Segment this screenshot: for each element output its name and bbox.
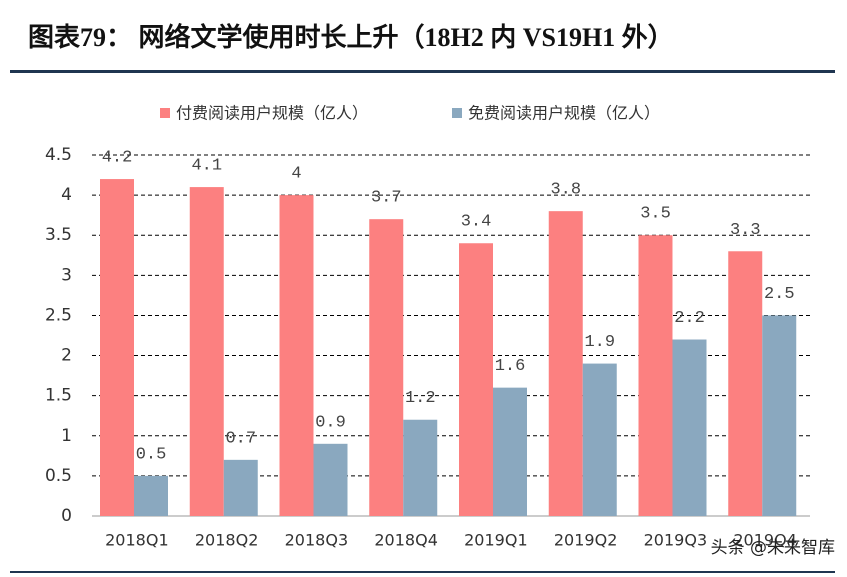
value-label: 4.1 xyxy=(191,157,222,176)
x-tick-label: 2018Q2 xyxy=(195,531,259,550)
value-label: 2.2 xyxy=(674,309,705,328)
watermark: 头条 @未来智库 xyxy=(711,538,835,558)
bar xyxy=(762,315,797,516)
x-tick-label: 2019Q3 xyxy=(644,531,708,550)
y-tick-label: 0.5 xyxy=(45,466,72,486)
value-label: 2.5 xyxy=(764,285,795,304)
bar xyxy=(638,235,673,516)
bar xyxy=(459,243,493,516)
legend-swatch xyxy=(160,108,170,118)
value-label: 3.4 xyxy=(461,213,492,232)
value-label: 4 xyxy=(291,165,301,184)
bar xyxy=(189,187,224,517)
bar xyxy=(672,339,707,516)
bar xyxy=(548,211,583,516)
value-label: 1.2 xyxy=(405,389,436,408)
x-tick-label: 2019Q2 xyxy=(554,531,618,550)
x-tick-label: 2018Q3 xyxy=(285,531,349,550)
bar xyxy=(134,475,168,516)
x-tick-label: 2019Q4 xyxy=(733,531,797,550)
bar xyxy=(582,363,617,516)
bar xyxy=(369,219,404,516)
x-tick-label: 2018Q1 xyxy=(105,531,169,550)
value-label: 0.9 xyxy=(315,413,346,432)
bar xyxy=(403,419,438,516)
value-label: 3.3 xyxy=(730,221,761,240)
value-label: 3.7 xyxy=(371,189,402,208)
value-label: 0.5 xyxy=(136,445,167,464)
value-label: 3.5 xyxy=(640,205,671,224)
y-tick-label: 3.5 xyxy=(45,225,72,245)
y-tick-label: 2 xyxy=(61,346,72,366)
bar xyxy=(728,251,763,516)
value-label: 3.8 xyxy=(550,181,581,200)
bar xyxy=(493,387,527,516)
y-tick-label: 1 xyxy=(61,426,72,446)
x-tick-label: 2018Q4 xyxy=(374,531,438,550)
title-rule xyxy=(10,70,835,73)
legend-swatch xyxy=(452,108,462,118)
legend-label: 免费阅读用户规模（亿人） xyxy=(468,104,660,123)
bar xyxy=(313,443,348,516)
y-tick-label: 0 xyxy=(61,506,72,526)
value-label: 1.9 xyxy=(584,333,615,352)
legend-label: 付费阅读用户规模（亿人） xyxy=(176,104,368,123)
bottom-rule xyxy=(10,571,835,573)
bar xyxy=(223,459,258,516)
bar xyxy=(100,179,134,517)
value-label: 1.6 xyxy=(495,357,526,376)
value-label: 0.7 xyxy=(225,429,256,448)
title: 图表79： 网络文学使用时长上升（18H2 内 VS19H1 外） xyxy=(28,22,674,52)
y-tick-label: 3 xyxy=(61,265,72,285)
y-tick-label: 4 xyxy=(61,185,72,205)
y-tick-label: 4.5 xyxy=(45,145,72,165)
x-tick-label: 2019Q1 xyxy=(464,531,528,550)
value-label: 4.2 xyxy=(102,149,133,168)
y-tick-label: 1.5 xyxy=(45,386,72,406)
y-tick-label: 2.5 xyxy=(45,305,72,325)
bar xyxy=(279,195,314,516)
